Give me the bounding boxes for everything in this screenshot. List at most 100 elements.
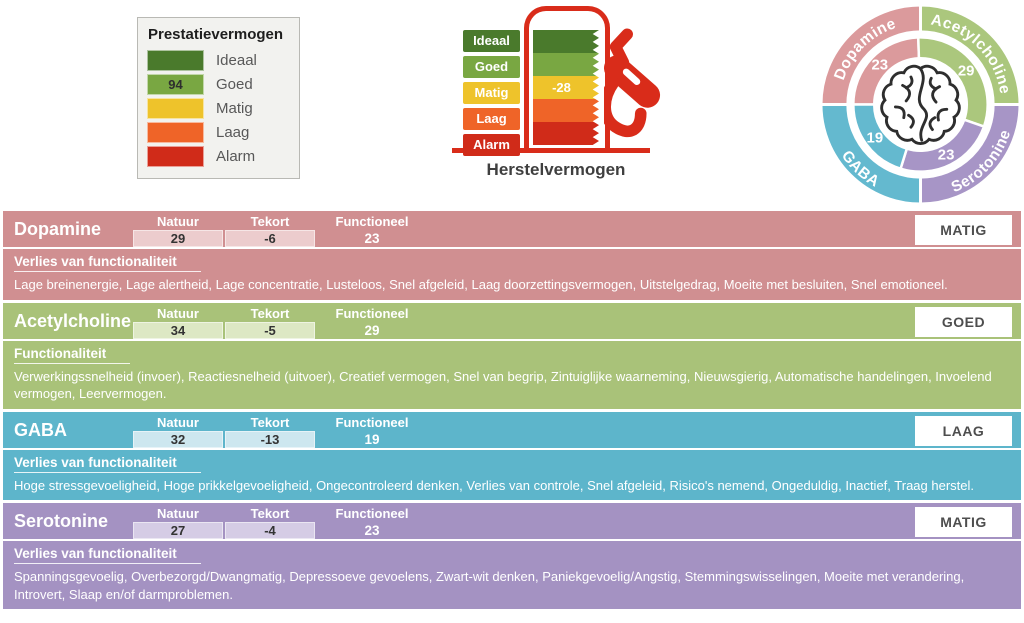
section-body: Verlies van functionaliteit Lage breinen…: [3, 249, 1021, 300]
functioneel-column: Functioneel 19: [327, 415, 417, 448]
functioneel-column: Functioneel 29: [327, 306, 417, 339]
gauge-segment-matig: -28: [533, 76, 599, 99]
column-label-tekort: Tekort: [250, 214, 290, 229]
section-header: Dopamine Natuur 29 Tekort -6 Functioneel…: [3, 211, 1021, 249]
legend-swatch-ideaal: [147, 50, 204, 71]
section-body: Verlies van functionaliteit Spanningsgev…: [3, 541, 1021, 609]
functioneel-value: 29: [364, 322, 380, 338]
functioneel-value: 23: [364, 523, 380, 539]
section-serotonine: Serotonine Natuur 27 Tekort -4 Functione…: [3, 503, 1021, 610]
gauge-ticks: [592, 30, 599, 145]
column-label-functioneel: Functioneel: [335, 214, 409, 229]
column-label-natuur: Natuur: [157, 214, 199, 229]
top-summary-strip: Prestatievermogen Ideaal 94 Goed Matig L…: [0, 0, 1024, 211]
column-label-natuur: Natuur: [157, 506, 199, 522]
donut-inner-segment: [852, 103, 909, 171]
tekort-value: -5: [225, 321, 315, 339]
natuur-value: 29: [133, 230, 223, 247]
status-badge: MATIG: [915, 507, 1012, 538]
functioneel-value: 23: [364, 231, 380, 246]
section-gaba: GABA Natuur 32 Tekort -13 Functioneel 19…: [3, 411, 1021, 501]
legend-row: Laag: [147, 122, 289, 143]
legend-item-label: Laag: [216, 124, 250, 141]
section-acetylcholine: Acetylcholine Natuur 34 Tekort -5 Functi…: [3, 302, 1021, 409]
donut-segment-value: 23: [938, 147, 955, 164]
tekort-value: -4: [225, 522, 315, 540]
donut-segment-value: 29: [958, 62, 975, 79]
tekort-column: Tekort -5: [225, 306, 315, 339]
gauge-level-label-goed: Goed: [463, 56, 520, 78]
section-header: GABA Natuur 32 Tekort -13 Functioneel 19…: [3, 412, 1021, 450]
legend-item-label: Alarm: [216, 148, 256, 165]
legend-swatch-matig: [147, 98, 204, 119]
section-title: Serotonine: [14, 511, 109, 532]
gauge-baseline: [452, 148, 650, 153]
gauge-level-label-laag: Laag: [463, 108, 520, 130]
performance-legend: Prestatievermogen Ideaal 94 Goed Matig L…: [137, 17, 300, 179]
status-badge: LAAG: [915, 415, 1012, 446]
functioneel-column: Functioneel 23: [327, 214, 417, 247]
recovery-gauge-graphic: Ideaal Goed Matig Laag Alarm -28: [450, 6, 662, 156]
fuel-nozzle-icon: [604, 28, 661, 137]
gauge-segment-alarm: [533, 122, 599, 145]
brain-icon: [880, 64, 961, 145]
tekort-value: -13: [225, 430, 315, 448]
gauge-segment-laag: [533, 99, 599, 122]
functionality-subtitle: Verlies van functionaliteit: [14, 455, 201, 473]
section-title: Acetylcholine: [14, 310, 132, 331]
gauge-level-labels: Ideaal Goed Matig Laag Alarm: [463, 30, 520, 160]
section-dopamine: Dopamine Natuur 29 Tekort -6 Functioneel…: [3, 211, 1021, 300]
column-label-functioneel: Functioneel: [335, 305, 409, 321]
natuur-column: Natuur 29: [133, 214, 223, 247]
natuur-value: 34: [133, 321, 223, 339]
performance-score: 94: [168, 77, 183, 92]
functionality-description: Hoge stressgevoeligheid, Hoge prikkelgev…: [14, 477, 975, 493]
recovery-gauge-title: Herstelvermogen: [486, 160, 626, 179]
functioneel-value: 19: [364, 431, 380, 447]
tekort-column: Tekort -4: [225, 506, 315, 540]
section-title: GABA: [14, 419, 67, 440]
gauge-stack: -28: [533, 30, 599, 145]
recovery-gauge: Ideaal Goed Matig Laag Alarm -28: [450, 6, 662, 180]
legend-row: 94 Goed: [147, 74, 289, 95]
functionality-subtitle: Verlies van functionaliteit: [14, 254, 201, 272]
recovery-score: -28: [552, 80, 571, 95]
natuur-column: Natuur 27: [133, 506, 223, 540]
column-label-tekort: Tekort: [250, 305, 290, 321]
gauge-segment-ideaal: [533, 30, 599, 53]
functionality-description: Lage breinenergie, Lage alertheid, Lage …: [14, 277, 948, 292]
section-body: Functionaliteit Verwerkingssnelheid (inv…: [3, 341, 1021, 409]
legend-item-label: Ideaal: [216, 52, 257, 69]
status-badge: MATIG: [915, 215, 1012, 245]
tekort-column: Tekort -13: [225, 415, 315, 448]
natuur-value: 27: [133, 522, 223, 540]
gauge-level-label-ideaal: Ideaal: [463, 30, 520, 52]
legend-swatch-alarm: [147, 146, 204, 167]
legend-swatch-laag: [147, 122, 204, 143]
column-label-functioneel: Functioneel: [335, 506, 409, 522]
natuur-column: Natuur 34: [133, 306, 223, 339]
column-label-natuur: Natuur: [157, 414, 199, 430]
natuur-value: 32: [133, 430, 223, 448]
functionality-description: Spanningsgevoelig, Overbezorgd/Dwangmati…: [14, 569, 965, 602]
tekort-column: Tekort -6: [225, 214, 315, 247]
section-body: Verlies van functionaliteit Hoge stressg…: [3, 450, 1021, 501]
legend-swatch-goed: 94: [147, 74, 204, 95]
column-label-tekort: Tekort: [250, 506, 290, 522]
gauge-tube: -28: [524, 6, 610, 148]
gauge-segment-goed: [533, 53, 599, 76]
donut-segment-value: 19: [867, 130, 884, 147]
legend-row: Matig: [147, 98, 289, 119]
column-label-natuur: Natuur: [157, 305, 199, 321]
legend-row: Alarm: [147, 146, 289, 167]
column-label-functioneel: Functioneel: [335, 414, 409, 430]
functioneel-column: Functioneel 23: [327, 506, 417, 539]
neurotransmitter-donut-chart: Dopamine Acetylcholine Serotonine GABA 23 29 2…: [818, 2, 1023, 207]
legend-item-label: Goed: [216, 76, 253, 93]
section-title: Dopamine: [14, 219, 102, 239]
functionality-subtitle: Functionaliteit: [14, 346, 131, 364]
performance-legend-title: Prestatievermogen: [148, 26, 284, 43]
gauge-level-label-alarm: Alarm: [463, 134, 520, 156]
functionality-description: Verwerkingssnelheid (invoer), Reactiesne…: [14, 368, 992, 402]
